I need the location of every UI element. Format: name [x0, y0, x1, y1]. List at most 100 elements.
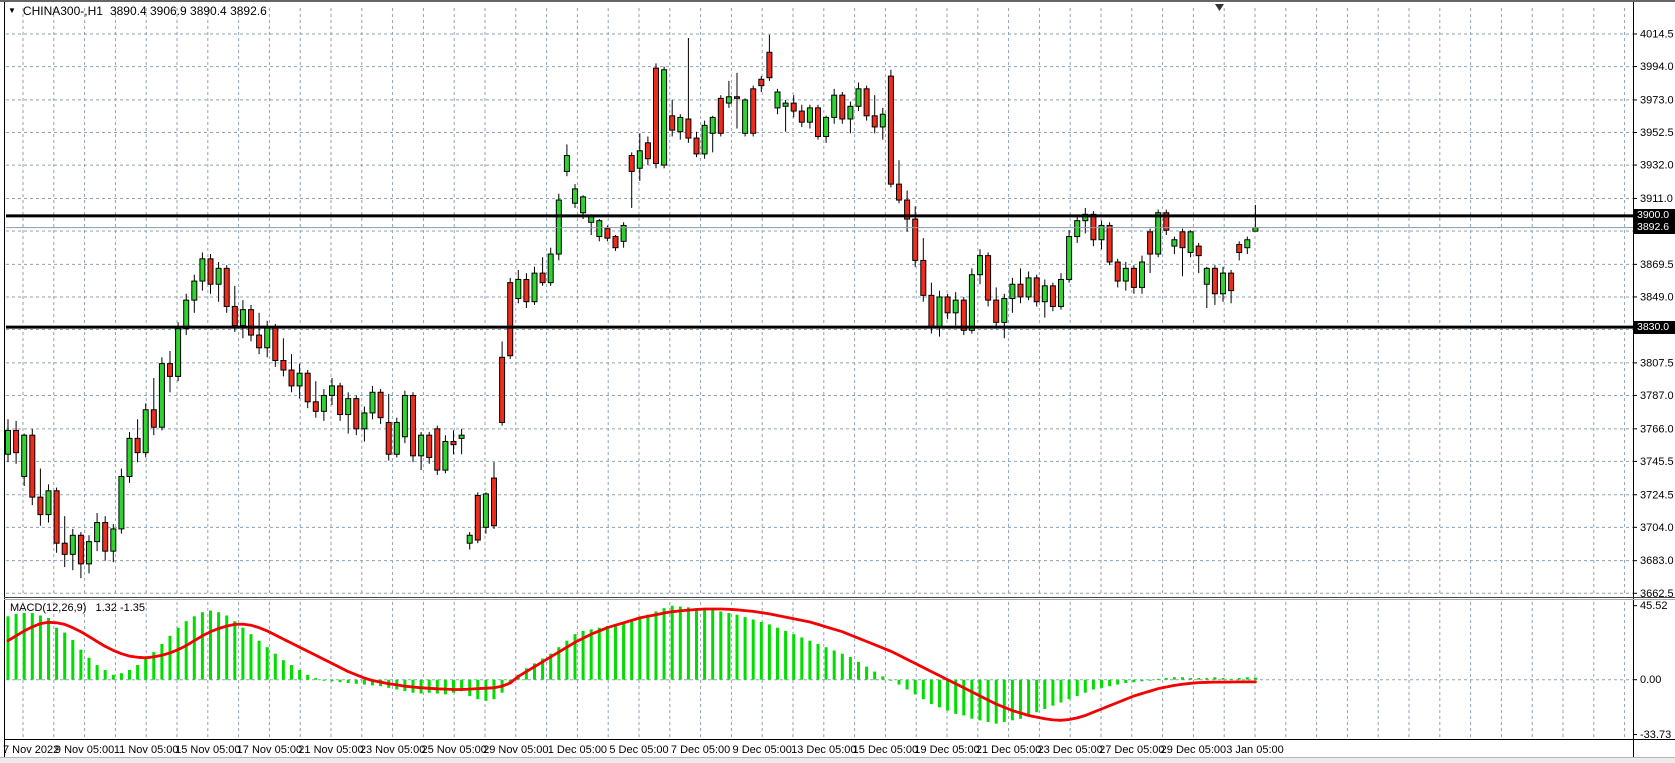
macd-bar	[1043, 679, 1047, 709]
candle-bull	[401, 394, 408, 438]
macd-bar	[630, 621, 634, 680]
macd-bar	[111, 674, 115, 680]
candle-bull	[774, 91, 781, 109]
macd-bar	[14, 613, 18, 680]
candle-bull	[1244, 239, 1251, 249]
macd-bar	[897, 679, 901, 685]
macd-bar	[1181, 677, 1184, 680]
macd-axis-label: -33.73	[1640, 729, 1671, 741]
candle-bull	[264, 326, 271, 349]
candle-bull	[199, 258, 206, 282]
price-axis-label: 3745.5	[1640, 456, 1674, 468]
macd-bar	[1027, 679, 1031, 716]
macd-bar	[22, 613, 26, 680]
macd-bar	[273, 653, 277, 680]
grid-layer	[6, 8, 1633, 738]
hline-price-tag-3830[interactable]: 3830.0	[1634, 320, 1675, 334]
candle-bear	[1211, 267, 1218, 295]
macd-bar	[638, 617, 642, 680]
price-axis[interactable]: 4014.5 3994.0 3973.0 3952.5 3932.0 3911.0 3869…	[1633, 29, 1674, 742]
macd-bar	[767, 624, 771, 680]
candle-bear	[280, 359, 287, 371]
macd-bar	[452, 679, 455, 693]
time-axis-label: 21 Dec 05:00	[976, 744, 1041, 756]
macd-bar	[905, 679, 909, 690]
candle-bull	[855, 88, 862, 107]
chart-shift-marker-icon[interactable]	[1215, 4, 1224, 11]
candle-bull	[1041, 285, 1048, 303]
macd-bar	[703, 608, 707, 680]
macd-bar	[1156, 678, 1160, 680]
candle-bear	[612, 236, 619, 249]
macd-histogram-layer	[6, 605, 1257, 724]
macd-bar	[654, 611, 658, 680]
macd-bar	[290, 665, 293, 680]
hlines-layer[interactable]	[6, 214, 1633, 329]
hline-price-tag-3900[interactable]: 3900.0	[1634, 209, 1675, 223]
symbol-dropdown-icon[interactable]: ▼	[8, 6, 16, 15]
candle-bear	[223, 267, 230, 307]
macd-bar	[492, 679, 496, 700]
time-axis-label: 3 Jan 05:00	[1226, 744, 1284, 756]
time-axis-label: 29 Dec 05:00	[1161, 744, 1226, 756]
macd-bar	[1035, 679, 1039, 713]
macd-bar	[565, 640, 569, 680]
macd-bar	[524, 668, 528, 680]
candle-bull	[369, 391, 376, 414]
candle-bear	[1195, 245, 1202, 257]
candle-bear	[928, 294, 935, 328]
price-axis-label: 3724.5	[1640, 489, 1674, 501]
macd-bar	[533, 663, 536, 680]
macd-bar	[314, 678, 318, 680]
candle-bull	[442, 441, 449, 471]
candle-bear	[717, 97, 724, 134]
macd-bar	[346, 679, 350, 683]
time-axis-label: 7 Nov 2022	[3, 744, 59, 756]
macd-bar	[541, 658, 545, 680]
candle-bull	[1155, 212, 1162, 255]
macd-bar	[800, 637, 804, 680]
candle-bear	[604, 228, 611, 239]
macd-bar	[978, 679, 982, 721]
candle-bull	[563, 155, 570, 172]
candle-bear	[653, 67, 659, 164]
candle-bull	[418, 434, 425, 457]
macd-bar	[362, 679, 366, 685]
macd-bar	[435, 679, 439, 694]
candle-bear	[912, 218, 919, 261]
candle-bull	[320, 394, 327, 412]
macd-bar	[136, 665, 140, 680]
candle-bear	[1033, 277, 1040, 303]
candle-bull	[742, 99, 749, 134]
time-axis-label: 1 Dec 05:00	[548, 744, 607, 756]
candle-bear	[685, 118, 692, 139]
candle-bull	[1009, 283, 1016, 300]
candles-layer	[5, 34, 1259, 579]
macd-bar	[1197, 678, 1201, 680]
candle-bear	[758, 78, 765, 87]
candle-bear	[150, 409, 157, 428]
macd-bar	[1221, 678, 1225, 680]
candle-bear	[248, 309, 254, 336]
macd-bar	[646, 614, 650, 680]
macd-bar	[6, 616, 10, 680]
candle-bull	[458, 434, 465, 439]
candle-bull	[701, 124, 708, 155]
candle-bear	[1049, 285, 1056, 307]
candle-bear	[628, 155, 635, 172]
macd-bar	[670, 605, 674, 680]
macd-bar	[824, 647, 828, 680]
candle-bear	[1130, 267, 1137, 288]
macd-bar	[743, 617, 747, 680]
price-axis-label: 4014.5	[1640, 29, 1674, 41]
time-axis-label: 11 Nov 05:00	[114, 744, 179, 756]
candle-bear	[499, 356, 506, 423]
price-axis-label: 3994.0	[1640, 61, 1674, 73]
macd-bar	[63, 632, 67, 680]
macd-bar	[1083, 679, 1087, 693]
candle-bull	[329, 385, 335, 396]
